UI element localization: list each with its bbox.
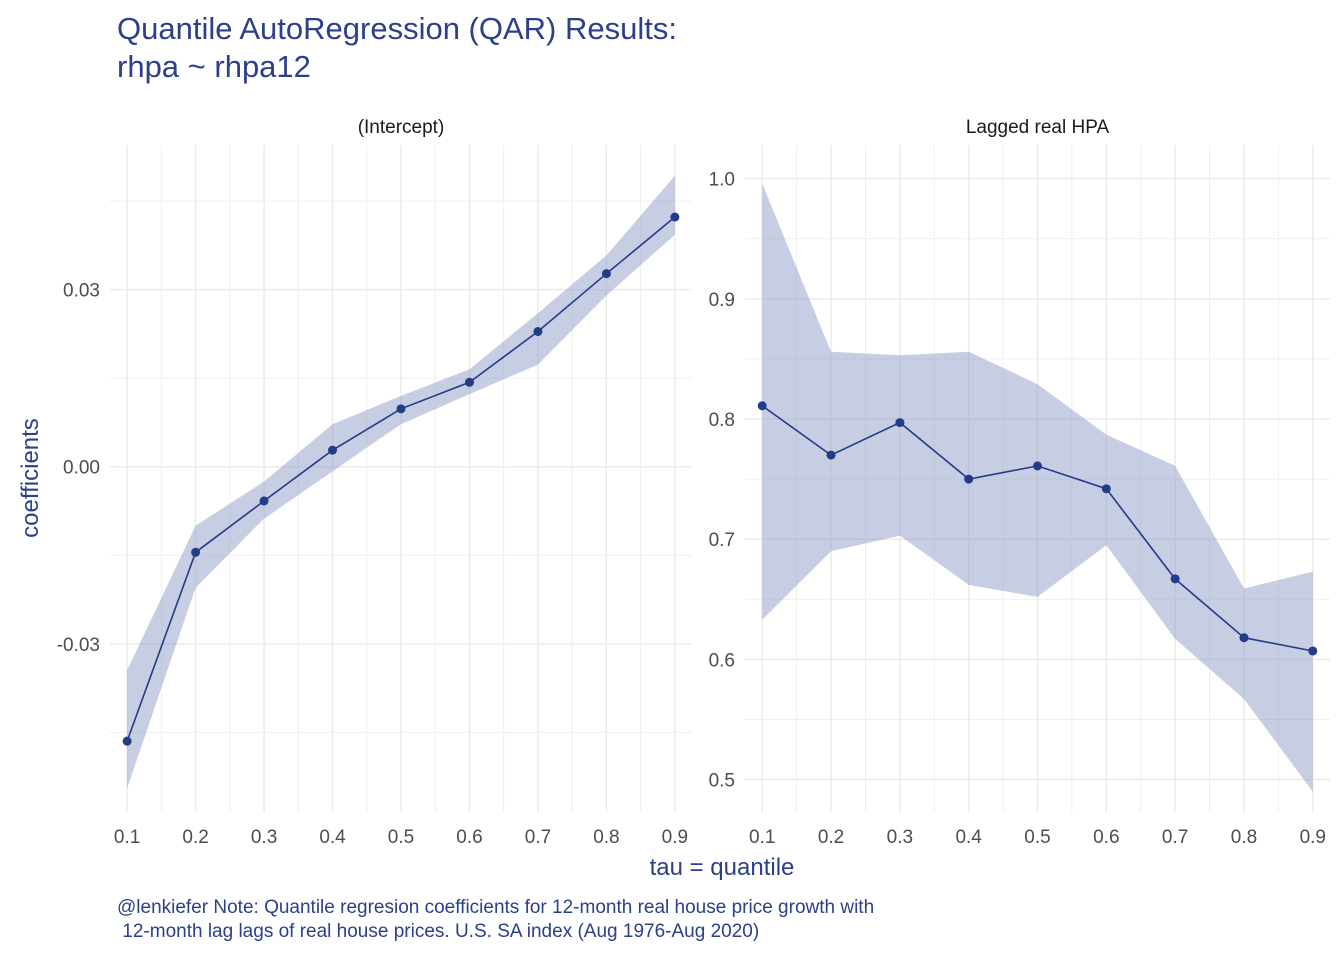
data-point bbox=[1239, 633, 1249, 643]
facet-strip-label: Lagged real HPA bbox=[966, 117, 1110, 138]
y-tick-label: 1.0 bbox=[709, 170, 735, 191]
data-point bbox=[191, 547, 201, 557]
data-point bbox=[259, 496, 269, 506]
x-tick-label: 0.6 bbox=[456, 827, 482, 848]
data-point bbox=[757, 401, 767, 411]
data-point bbox=[1308, 646, 1318, 656]
data-point bbox=[1101, 484, 1111, 494]
y-tick-label: 0.9 bbox=[709, 290, 735, 311]
x-tick-label: 0.8 bbox=[593, 827, 619, 848]
data-point bbox=[533, 327, 543, 337]
x-axis-title: tau = quantile bbox=[650, 854, 795, 881]
data-point bbox=[1170, 574, 1180, 584]
data-point bbox=[396, 404, 406, 414]
y-tick-label: 0.00 bbox=[63, 458, 100, 479]
x-tick-label: 0.3 bbox=[887, 827, 913, 848]
x-tick-label: 0.7 bbox=[1162, 827, 1188, 848]
x-tick-label: 0.7 bbox=[525, 827, 551, 848]
x-tick-label: 0.5 bbox=[1024, 827, 1050, 848]
data-point bbox=[826, 450, 836, 460]
x-tick-label: 0.3 bbox=[251, 827, 277, 848]
x-tick-label: 0.5 bbox=[388, 827, 414, 848]
confidence-ribbon bbox=[762, 183, 1313, 792]
x-tick-label: 0.1 bbox=[749, 827, 775, 848]
facet-strip-label: (Intercept) bbox=[358, 117, 445, 138]
y-tick-label: -0.03 bbox=[57, 635, 100, 656]
panel-0: 0.1 0.2 0.3 0.4 0.5 0.6 0.7 0.8 0.9 -0.03 0.00 0.03… bbox=[57, 117, 692, 848]
x-tick-label: 0.2 bbox=[182, 827, 208, 848]
chart-caption: @lenkiefer Note: Quantile regresion coef… bbox=[117, 897, 875, 942]
x-tick-label: 0.4 bbox=[319, 827, 346, 848]
chart-title: Quantile AutoRegression (QAR) Results: r… bbox=[117, 11, 677, 84]
data-point bbox=[964, 474, 974, 484]
data-point bbox=[670, 212, 680, 222]
data-point bbox=[328, 445, 338, 455]
x-tick-label: 0.8 bbox=[1231, 827, 1257, 848]
data-point bbox=[1033, 461, 1042, 471]
y-tick-label: 0.6 bbox=[709, 650, 735, 671]
x-tick-label: 0.1 bbox=[114, 827, 140, 848]
y-axis-title: coefficients bbox=[17, 418, 44, 538]
x-tick-label: 0.9 bbox=[662, 827, 688, 848]
x-tick-label: 0.6 bbox=[1093, 827, 1119, 848]
data-point bbox=[464, 377, 474, 387]
y-tick-label: 0.03 bbox=[63, 281, 100, 302]
y-tick-label: 0.7 bbox=[709, 530, 735, 551]
panel-1: 0.1 0.2 0.3 0.4 0.5 0.6 0.7 0.8 0.9 0.5 0.6 0.7 0.8 0… bbox=[709, 117, 1330, 848]
data-point bbox=[601, 269, 611, 279]
data-point bbox=[895, 418, 905, 428]
data-point bbox=[122, 736, 132, 746]
y-tick-label: 0.8 bbox=[709, 410, 735, 431]
y-tick-label: 0.5 bbox=[709, 771, 735, 792]
x-tick-label: 0.9 bbox=[1300, 827, 1326, 848]
x-tick-label: 0.2 bbox=[818, 827, 844, 848]
x-tick-label: 0.4 bbox=[955, 827, 982, 848]
